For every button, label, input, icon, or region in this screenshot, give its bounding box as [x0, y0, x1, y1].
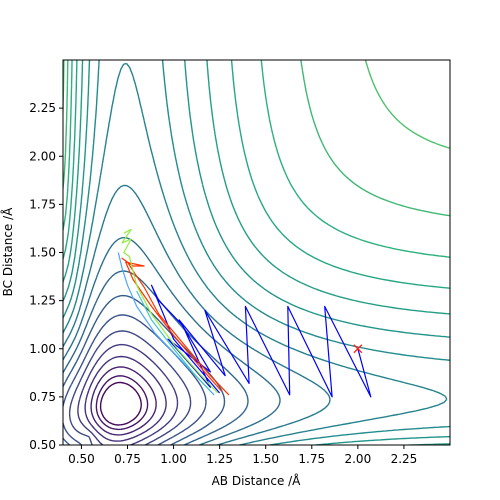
contour-level-1: [95, 375, 149, 431]
x-tick-label: 0.75: [114, 452, 141, 466]
x-axis-title: AB Distance /Å: [212, 473, 302, 488]
contour-level-15: [63, 60, 450, 289]
trajectory-2: [121, 228, 219, 394]
y-tick-label: 0.75: [29, 390, 56, 404]
trajectory-lines: [117, 228, 372, 398]
contour-level-13: [63, 60, 450, 445]
contour-level-11: [63, 62, 448, 445]
y-tick-label: 0.50: [29, 438, 56, 452]
y-axis-ticks: 0.50 0.75 1.00 1.25 1.50 1.75 2.00 2.25: [29, 101, 63, 452]
x-tick-label: 1.50: [252, 452, 279, 466]
x-axis-ticks: 0.50 0.75 1.00 1.25 1.50 1.75 2.00 2.25: [68, 445, 417, 466]
contour-level-9: [63, 236, 281, 445]
trajectory-1: [121, 257, 230, 396]
trajectory-0: [150, 284, 372, 398]
y-tick-label: 2.00: [29, 149, 56, 163]
start-marker-stroke-1: [353, 344, 363, 354]
contour-level-0: [99, 381, 142, 426]
point-marker: [353, 344, 363, 354]
contour-level-2: [90, 366, 157, 436]
contour-level-10: [63, 184, 331, 445]
contour-level-12: [63, 60, 450, 445]
y-axis-title: BC Distance /Å: [0, 207, 15, 297]
contour-level-17: [63, 60, 450, 217]
contour-level-16: [63, 60, 450, 258]
x-tick-label: 0.50: [68, 452, 95, 466]
contour-level-3: [84, 355, 167, 442]
x-tick-label: 1.00: [160, 452, 187, 466]
y-tick-label: 1.25: [29, 294, 56, 308]
contour-level-14: [63, 60, 450, 445]
x-tick-label: 2.25: [391, 452, 418, 466]
y-tick-label: 1.75: [29, 197, 56, 211]
contour-level-4: [77, 343, 179, 445]
y-tick-label: 1.00: [29, 342, 56, 356]
x-tick-label: 2.00: [344, 452, 371, 466]
y-tick-label: 1.50: [29, 246, 56, 260]
trajectory-4: [136, 290, 211, 392]
contour-level-18: [63, 60, 450, 149]
x-tick-label: 1.75: [298, 452, 325, 466]
x-tick-label: 1.25: [206, 452, 233, 466]
y-tick-label: 2.25: [29, 101, 56, 115]
